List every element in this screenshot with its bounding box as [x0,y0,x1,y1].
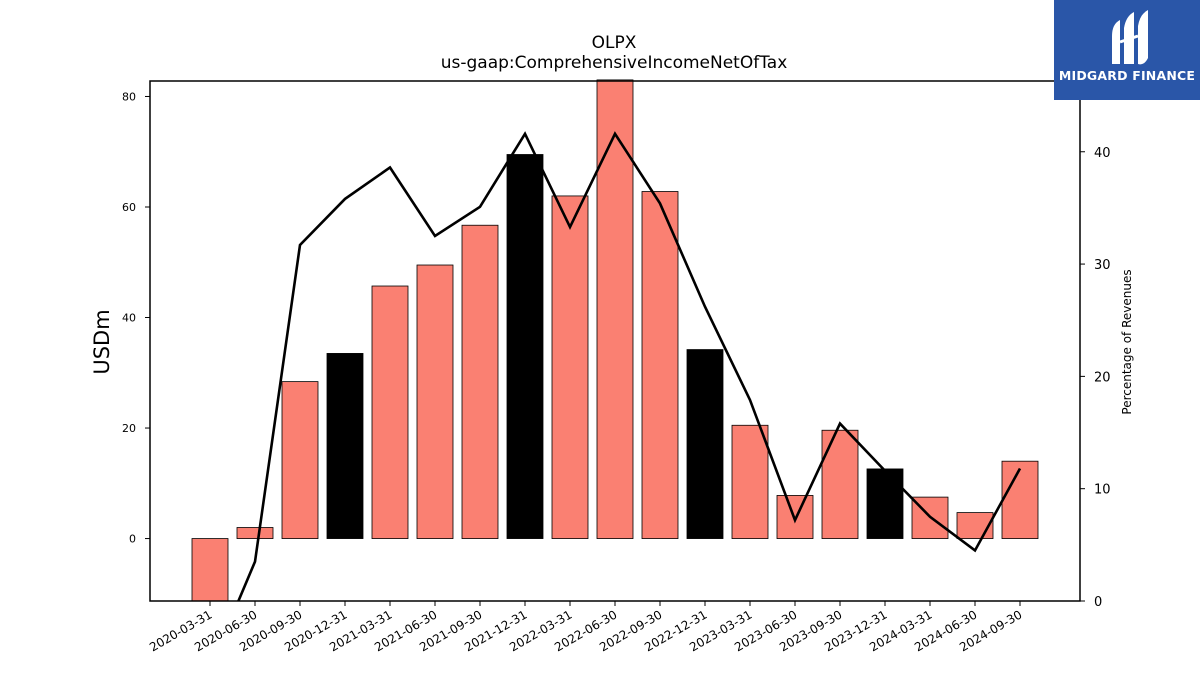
bar-2020-03-31 [191,538,229,602]
y-tick-label: 0 [129,533,136,546]
bar-2024-09-30 [1001,460,1039,539]
y-tick-label: 80 [122,90,136,103]
bar-2020-06-30 [236,527,274,539]
bar-2020-12-31 [326,353,364,539]
y2-tick-label: 40 [1094,146,1111,161]
y-axis-label: USDm [90,309,114,374]
percentage-line [237,131,1022,601]
bar-2022-06-30 [596,79,634,539]
bar-2021-12-31 [506,154,544,539]
y2-tick-label: 10 [1094,483,1111,498]
bar-2022-09-30 [641,191,679,539]
bar-2023-09-30 [821,429,859,539]
midgard-logo-icon [1112,10,1148,65]
y2-tick-label: 0 [1094,595,1102,610]
chart-subtitle: us-gaap:ComprehensiveIncomeNetOfTax [441,53,788,73]
bar-2024-06-30 [956,512,994,539]
bar-2023-03-31 [731,424,769,539]
bar-2022-03-31 [551,195,589,539]
y2-axis-label: Percentage of Revenues [1120,269,1134,414]
bar-2022-12-31 [686,349,724,539]
y-tick-label: 60 [122,201,136,214]
y2-tick-label: 30 [1094,258,1111,273]
y-tick-label: 40 [122,312,136,325]
brand-name: MIDGARD FINANCE [1058,68,1196,83]
y2-tick-label: 20 [1094,370,1111,385]
bar-2021-06-30 [416,264,454,539]
y-tick-label: 20 [122,422,136,435]
brand-logo: MIDGARD FINANCE [1054,0,1200,100]
bar-2023-12-31 [866,468,904,539]
bar-2021-09-30 [461,224,499,539]
bar-2021-03-31 [371,285,409,539]
bar-2020-09-30 [281,381,319,539]
chart-title: OLPX [592,33,637,53]
